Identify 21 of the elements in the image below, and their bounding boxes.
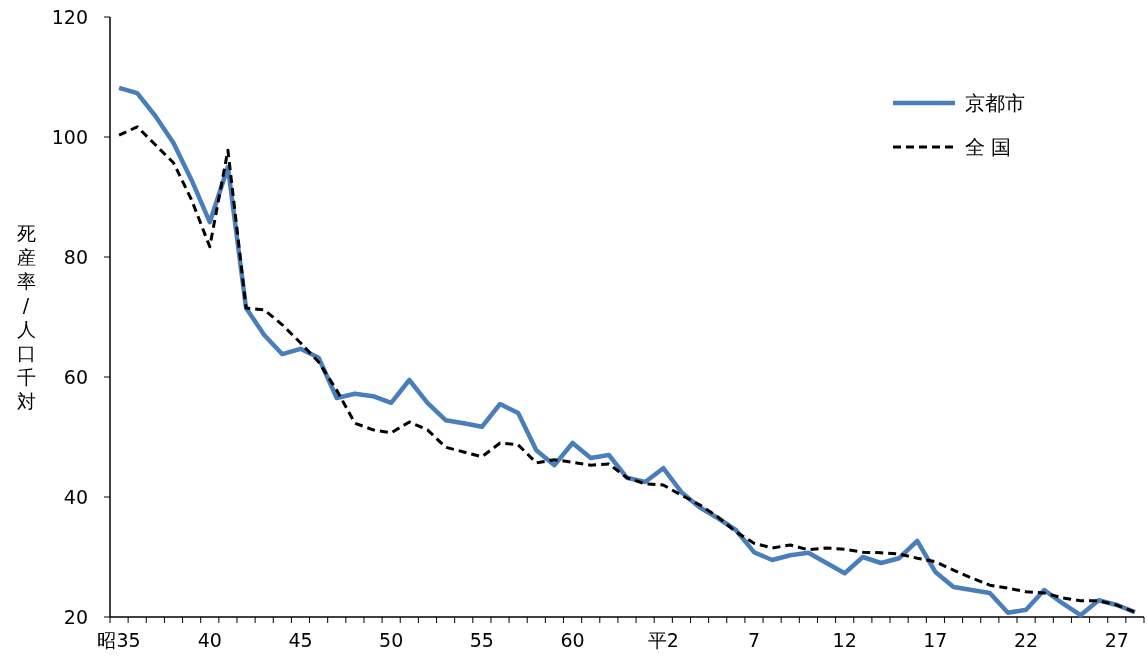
y-axis-title: 死産率/人口千対 [16, 222, 36, 412]
y-tick-label: 80 [63, 246, 88, 268]
y-tick-label: 20 [63, 606, 88, 628]
legend-label: 全 国 [965, 135, 1012, 159]
x-tick-label: 17 [923, 629, 948, 651]
y-tick-label: 100 [51, 126, 88, 148]
x-tick-label: 40 [197, 629, 222, 651]
x-tick-label: 22 [1013, 629, 1039, 651]
x-tick-label: 45 [288, 629, 313, 651]
x-tick-label: 平2 [647, 629, 679, 651]
y-tick-label: 60 [63, 366, 88, 388]
x-tick-label: 60 [560, 629, 585, 651]
y-tick-label: 120 [51, 6, 88, 28]
x-tick-label: 7 [747, 629, 761, 651]
x-tick-label: 55 [469, 629, 494, 651]
x-tick-label: 50 [379, 629, 404, 651]
x-tick-label: 12 [832, 629, 857, 651]
x-tick-label: 昭35 [97, 629, 141, 651]
y-tick-label: 40 [63, 486, 88, 508]
x-tick-label: 27 [1104, 629, 1129, 651]
legend-label: 京都市 [965, 91, 1025, 115]
